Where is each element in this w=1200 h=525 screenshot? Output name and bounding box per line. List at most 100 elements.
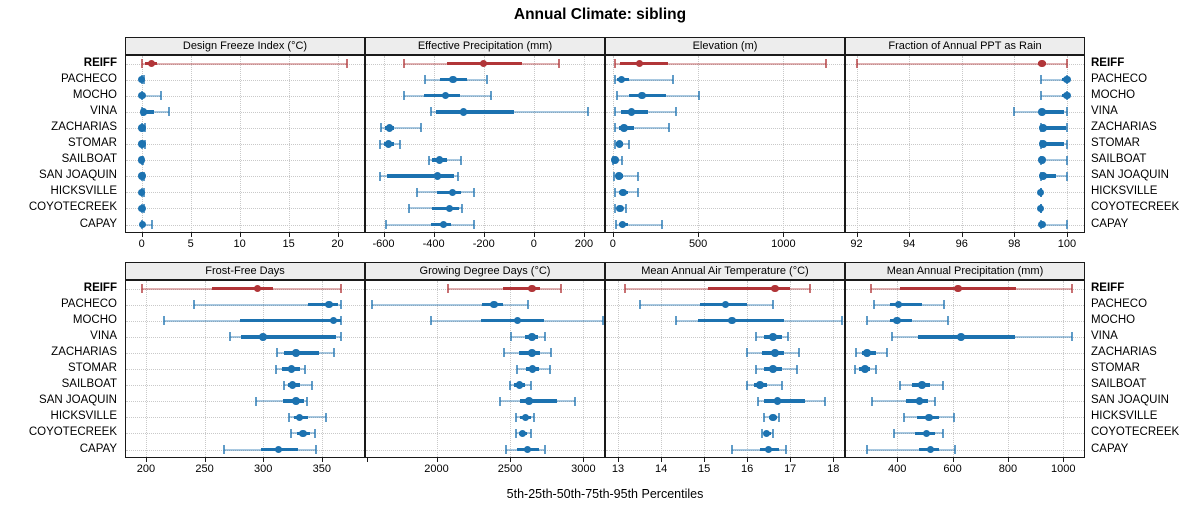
whisker-cap-95 xyxy=(943,300,946,310)
axis-tick-label: 350 xyxy=(312,463,331,475)
site-label-left-reiff: REIFF xyxy=(83,281,117,294)
axis-tick-label: 1000 xyxy=(771,238,796,250)
whisker-cap-5 xyxy=(255,396,258,406)
axis-tick xyxy=(436,458,438,462)
site-label-left-coyotecreek: COYOTECREEK xyxy=(28,201,117,214)
whisker-5-95 xyxy=(615,126,670,129)
median-dot xyxy=(615,140,624,148)
whisker-cap-95 xyxy=(1065,155,1068,165)
gridline-h xyxy=(606,176,844,178)
whisker-cap-5 xyxy=(865,445,868,454)
gridline-h xyxy=(606,127,844,129)
median-dot xyxy=(771,349,779,357)
whisker-cap-95 xyxy=(636,187,639,197)
whisker-cap-5 xyxy=(614,107,617,117)
whisker-cap-5 xyxy=(613,75,616,85)
whisker-cap-95 xyxy=(1065,59,1068,68)
axis-tick-label: 13 xyxy=(611,463,625,475)
whisker-cap-95 xyxy=(399,139,402,149)
whisker-cap-95 xyxy=(543,445,546,454)
median-dot xyxy=(288,381,297,389)
whisker-cap-5 xyxy=(508,380,511,390)
whisker-cap-95 xyxy=(332,348,335,358)
median-dot xyxy=(611,156,619,164)
gridline-h xyxy=(126,385,364,387)
gridline-h xyxy=(366,417,604,419)
axis-tick-label: 15 xyxy=(698,463,711,475)
median-dot xyxy=(1038,108,1046,116)
median-dot xyxy=(926,445,935,454)
median-dot xyxy=(918,381,926,389)
axis-tick xyxy=(533,233,535,237)
gridline-h xyxy=(606,385,844,387)
whisker-25-75 xyxy=(520,399,557,403)
whisker-cap-95 xyxy=(313,428,316,438)
gridline-h xyxy=(846,111,1084,113)
site-label-right-san-joaquin: SAN JOAQUIN xyxy=(1091,394,1169,407)
gridline-h xyxy=(606,417,844,419)
axis-caption: 5th-25th-50th-75th-95th Percentiles xyxy=(506,487,704,501)
whisker-cap-95 xyxy=(780,380,783,390)
gridline-h xyxy=(366,127,604,129)
median-dot xyxy=(147,59,156,68)
whisker-cap-95 xyxy=(808,284,811,293)
gridline-h xyxy=(846,95,1084,97)
gridline-h xyxy=(366,401,604,403)
site-label-right-stomar: STOMAR xyxy=(1091,137,1140,149)
whisker-cap-95 xyxy=(489,91,492,101)
whisker-cap-5 xyxy=(614,187,617,197)
whisker-cap-5 xyxy=(402,59,405,68)
whisker-cap-5 xyxy=(675,316,678,326)
site-label-left-san-joaquin: SAN JOAQUIN xyxy=(39,394,117,407)
whisker-cap-5 xyxy=(514,412,517,422)
median-dot xyxy=(721,300,730,309)
whisker-25-75 xyxy=(432,206,460,211)
whisker-cap-95 xyxy=(339,300,342,310)
whisker-cap-95 xyxy=(952,412,955,422)
gridline-h xyxy=(846,320,1084,322)
median-dot xyxy=(762,429,771,438)
whisker-cap-5 xyxy=(402,91,405,101)
site-label-right-hicksville: HICKSVILLE xyxy=(1091,410,1158,423)
whisker-cap-5 xyxy=(380,123,383,133)
whisker-cap-5 xyxy=(514,428,517,438)
axis-tick xyxy=(204,458,206,462)
whisker-cap-5 xyxy=(283,380,286,390)
panel-design-freeze-index-c xyxy=(125,55,365,233)
whisker-cap-5 xyxy=(615,220,618,229)
site-label-left-pacheco: PACHECO xyxy=(60,72,117,85)
axis-tick xyxy=(1063,458,1065,462)
median-dot xyxy=(863,349,871,357)
median-dot xyxy=(137,188,146,197)
axis-tick-label: 0 xyxy=(530,238,537,250)
whisker-cap-95 xyxy=(314,445,317,454)
whisker-cap-95 xyxy=(637,171,640,181)
gridline-h xyxy=(126,369,364,370)
median-dot xyxy=(139,108,148,116)
whisker-cap-5 xyxy=(854,348,857,358)
axis-tick xyxy=(747,458,749,462)
axis-tick xyxy=(698,233,700,237)
chart-title: Annual Climate: sibling xyxy=(513,6,687,23)
gridline-h xyxy=(846,369,1084,370)
whisker-25-75 xyxy=(890,318,913,323)
median-dot xyxy=(894,300,903,309)
gridline-h xyxy=(846,79,1084,81)
median-dot xyxy=(138,220,147,229)
axis-tick-label: 250 xyxy=(195,463,214,475)
median-dot xyxy=(515,381,524,389)
axis-tick-label: 1000 xyxy=(1050,463,1076,475)
whisker-cap-95 xyxy=(460,203,463,213)
median-dot xyxy=(769,365,777,373)
median-dot xyxy=(521,413,530,422)
whisker-cap-95 xyxy=(787,332,790,342)
whisker-cap-5 xyxy=(871,396,874,406)
whisker-cap-5 xyxy=(498,396,501,406)
axis-tick xyxy=(961,233,963,237)
whisker-5-95 xyxy=(141,94,162,97)
median-dot xyxy=(287,365,296,373)
whisker-cap-95 xyxy=(1065,107,1068,117)
whisker-5-95 xyxy=(1040,78,1067,81)
whisker-cap-95 xyxy=(771,428,774,438)
whisker-cap-95 xyxy=(560,284,563,293)
